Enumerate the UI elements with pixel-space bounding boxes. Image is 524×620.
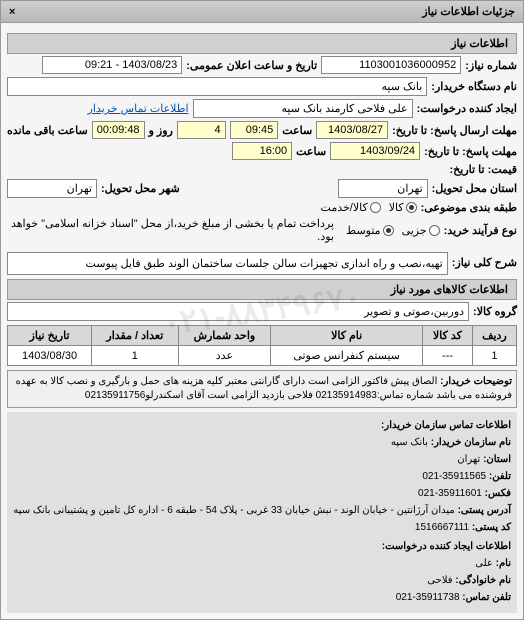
contact-postal-label: کد پستی: — [472, 522, 511, 533]
group-value: دوربین،صوتی و تصویر — [7, 302, 469, 321]
cell-date: 1403/08/30 — [8, 346, 92, 366]
col-name: نام کالا — [271, 326, 423, 346]
notes-value: الصاق پیش فاکتور الزامی است دارای گارانت… — [16, 376, 512, 401]
radio-khedmat[interactable]: کالا/خدمت — [321, 201, 381, 214]
deadline-resp-label: مهلت پاسخ: تا تاریخ: — [424, 145, 517, 158]
radio-jozi[interactable]: جزیی — [402, 224, 440, 237]
creator-family-value: فلاحی — [427, 575, 452, 586]
contact-org-value: بانک سپه — [391, 437, 428, 448]
creator-label: ایجاد کننده درخواست: — [417, 102, 517, 115]
contact-fax-label: فکس: — [485, 488, 511, 499]
desc-label: شرح کلی نیاز: — [452, 256, 517, 269]
col-code: کد کالا — [423, 326, 473, 346]
cell-qty: 1 — [92, 346, 178, 366]
public-date-label: تاریخ و ساعت اعلان عمومی: — [186, 59, 317, 72]
col-unit: واحد شمارش — [178, 326, 271, 346]
cell-name: سیستم کنفرانس صوتی — [271, 346, 423, 366]
contact-address-label: آدرس پستی: — [458, 505, 511, 516]
creator-phone-value: 35911738-021 — [396, 592, 460, 603]
radio-kala-label: کالا — [389, 201, 404, 214]
deadline-resp-time: 16:00 — [232, 142, 292, 160]
radio-khedmat-circle — [370, 202, 381, 213]
section-goods-header: اطلاعات کالاهای مورد نیاز — [7, 279, 517, 300]
city-value: تهران — [7, 179, 97, 198]
contact-section: اطلاعات تماس سازمان خریدار: نام سازمان خ… — [7, 412, 517, 613]
col-row: ردیف — [472, 326, 516, 346]
table-row: 1 --- سیستم کنفرانس صوتی عدد 1 1403/08/3… — [8, 346, 517, 366]
radio-motavaset[interactable]: متوسط — [346, 224, 394, 237]
contact-postal-value: 1516667111 — [415, 522, 469, 533]
deadline-resp-date: 1403/09/24 — [330, 142, 420, 160]
panel-title: جزئیات اطلاعات نیاز — [422, 5, 515, 18]
remaining-time: 00:09:48 — [92, 121, 145, 139]
desc-value: تهیه،نصب و راه اندازی تجهیزات سالن جلسات… — [7, 252, 448, 275]
supplier-type-label: نوع فرآیند خرید: — [444, 224, 517, 237]
contact-header: اطلاعات تماس سازمان خریدار: — [381, 420, 511, 431]
days-label: روز و — [149, 124, 173, 137]
category-label: طبقه بندی موضوعی: — [421, 201, 517, 214]
days-value: 4 — [177, 121, 226, 139]
cell-row: 1 — [472, 346, 516, 366]
creator-phone-label: تلفن تماس: — [462, 592, 511, 603]
province-value: تهران — [338, 179, 428, 198]
close-icon[interactable]: × — [9, 6, 15, 18]
creator-name-value: علی — [475, 558, 493, 569]
creator-header: اطلاعات ایجاد کننده درخواست: — [382, 541, 511, 552]
request-number-label: شماره نیاز: — [465, 59, 517, 72]
notes-label: توضیحات خریدار: — [440, 376, 512, 387]
price-label: قیمت: تا تاریخ: — [450, 163, 517, 176]
remaining-label: ساعت باقی مانده — [7, 124, 88, 137]
contact-org-label: نام سازمان خریدار: — [431, 437, 511, 448]
radio-motavaset-label: متوسط — [346, 224, 381, 237]
radio-kala-circle — [406, 202, 417, 213]
section-info-header: اطلاعات نیاز — [7, 33, 517, 54]
time-label-2: ساعت — [296, 145, 326, 158]
notes-box: توضیحات خریدار: الصاق پیش فاکتور الزامی … — [7, 370, 517, 408]
deadline-send-date: 1403/08/27 — [316, 121, 388, 139]
cell-unit: عدد — [178, 346, 271, 366]
group-label: گروه کالا: — [473, 305, 517, 318]
radio-motavaset-circle — [383, 225, 394, 236]
payment-note: پرداخت تمام یا بخشی از مبلغ خرید،از محل … — [7, 217, 334, 243]
deadline-send-label: مهلت ارسال پاسخ: تا تاریخ: — [392, 124, 517, 137]
contact-address-value: میدان آرژانتین - خیابان الوند - نبش خیاب… — [13, 505, 454, 516]
contact-fax-value: 35911601-021 — [418, 488, 482, 499]
col-date: تاریخ نیاز — [8, 326, 92, 346]
time-label-1: ساعت — [282, 124, 312, 137]
org-name-label: نام دستگاه خریدار: — [431, 80, 517, 93]
contact-province-value: تهران — [457, 454, 480, 465]
contact-phone-label: تلفن: — [489, 471, 511, 482]
contact-link[interactable]: اطلاعات تماس خریدار — [88, 102, 189, 115]
creator-value: علی فلاحی کارمند بانک سپه — [193, 99, 413, 118]
main-panel: جزئیات اطلاعات نیاز × اطلاعات نیاز شماره… — [0, 0, 524, 620]
col-qty: تعداد / مقدار — [92, 326, 178, 346]
org-name-value: بانک سپه — [7, 77, 427, 96]
creator-family-label: نام خانوادگی: — [455, 575, 511, 586]
contact-phone-value: 35911565-021 — [422, 471, 486, 482]
radio-jozi-circle — [429, 225, 440, 236]
creator-name-label: نام: — [496, 558, 511, 569]
request-number-value: 1103001036000952 — [321, 56, 461, 74]
city-label: شهر محل تحویل: — [101, 182, 180, 195]
radio-kala[interactable]: کالا — [389, 201, 417, 214]
radio-khedmat-label: کالا/خدمت — [321, 201, 368, 214]
radio-jozi-label: جزیی — [402, 224, 427, 237]
deadline-send-time: 09:45 — [230, 121, 279, 139]
public-date-value: 1403/08/23 - 09:21 — [42, 56, 182, 74]
cell-code: --- — [423, 346, 473, 366]
province-label: استان محل تحویل: — [432, 182, 517, 195]
goods-table: ردیف کد کالا نام کالا واحد شمارش تعداد /… — [7, 325, 517, 366]
contact-province-label: استان: — [483, 454, 511, 465]
panel-header: جزئیات اطلاعات نیاز × — [1, 1, 523, 23]
